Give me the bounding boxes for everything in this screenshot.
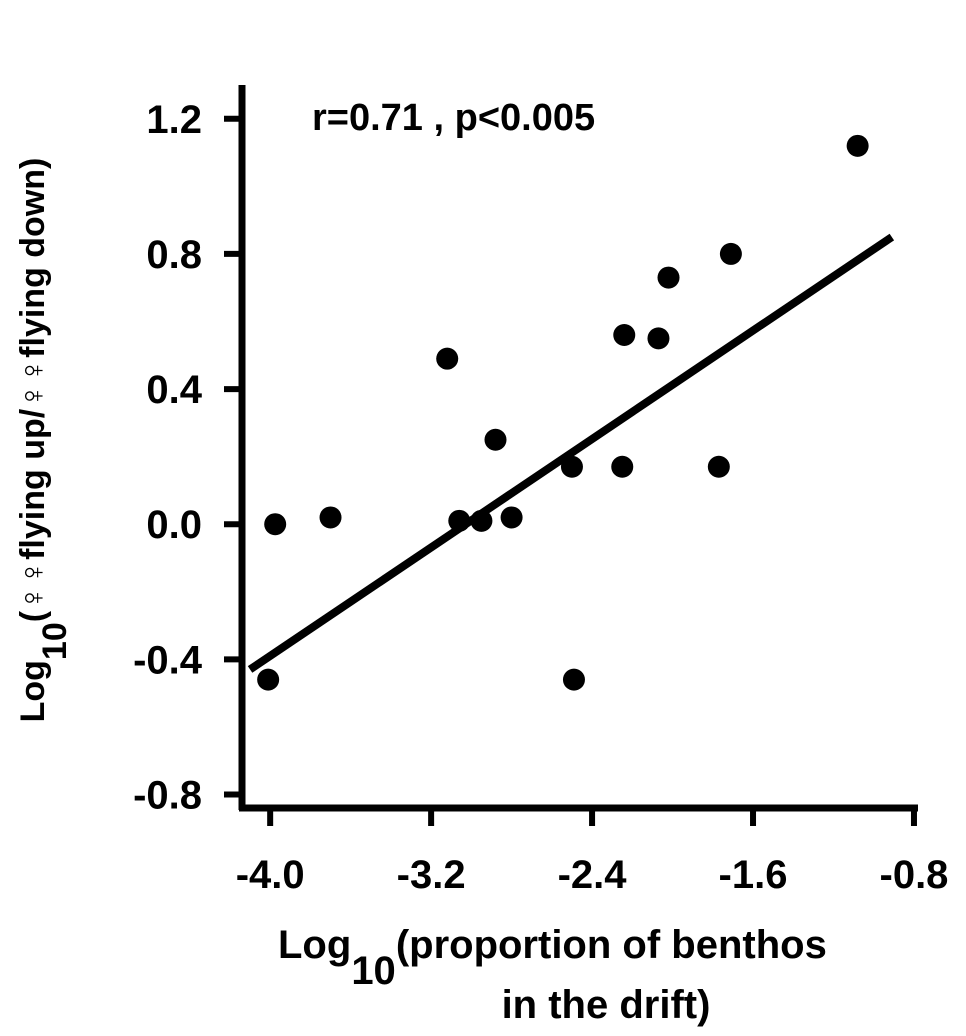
y-tick-label: 0.4	[146, 368, 202, 412]
point	[560, 455, 583, 478]
point	[707, 455, 730, 478]
y-tick-label: -0.8	[133, 773, 202, 817]
x-label-part: (proportion of benthos	[396, 923, 827, 967]
x-axis-label-line2: in the drift)	[502, 983, 711, 1027]
point	[257, 668, 280, 691]
y-label-part: Log	[14, 660, 52, 722]
x-tick-label: -2.4	[558, 853, 628, 897]
y-label-sub: 10	[36, 622, 74, 660]
point	[319, 506, 342, 529]
x-label-sub: 10	[351, 949, 396, 993]
x-tick-label: -4.0	[236, 853, 305, 897]
y-tick-label: -0.4	[133, 638, 203, 682]
y-tick-label: 0.0	[146, 503, 202, 547]
point	[562, 668, 585, 691]
point	[484, 428, 507, 451]
point	[846, 134, 869, 157]
x-tick-label: -0.8	[880, 853, 949, 897]
point	[470, 509, 493, 532]
point	[613, 324, 636, 347]
x-tick-label: -1.6	[719, 853, 788, 897]
point	[264, 513, 287, 536]
annotation: r=0.71 , p<0.005	[312, 97, 595, 139]
point	[448, 509, 471, 532]
point	[611, 455, 634, 478]
point	[657, 266, 680, 289]
point	[719, 242, 742, 265]
y-axis-label: Log10(♀♀flying up/♀♀flying down)	[14, 158, 74, 723]
point	[647, 327, 670, 350]
point	[436, 347, 459, 370]
x-tick-label: -3.2	[397, 853, 466, 897]
y-tick-label: 1.2	[146, 98, 202, 142]
x-axis-label: Log10(proportion of benthos	[278, 923, 827, 993]
point	[500, 506, 523, 529]
fit-line	[247, 233, 895, 673]
x-label-part: Log	[278, 923, 351, 967]
y-tick-label: 0.8	[146, 233, 202, 277]
y-label-part: (♀♀flying up/♀♀flying down)	[14, 158, 52, 623]
